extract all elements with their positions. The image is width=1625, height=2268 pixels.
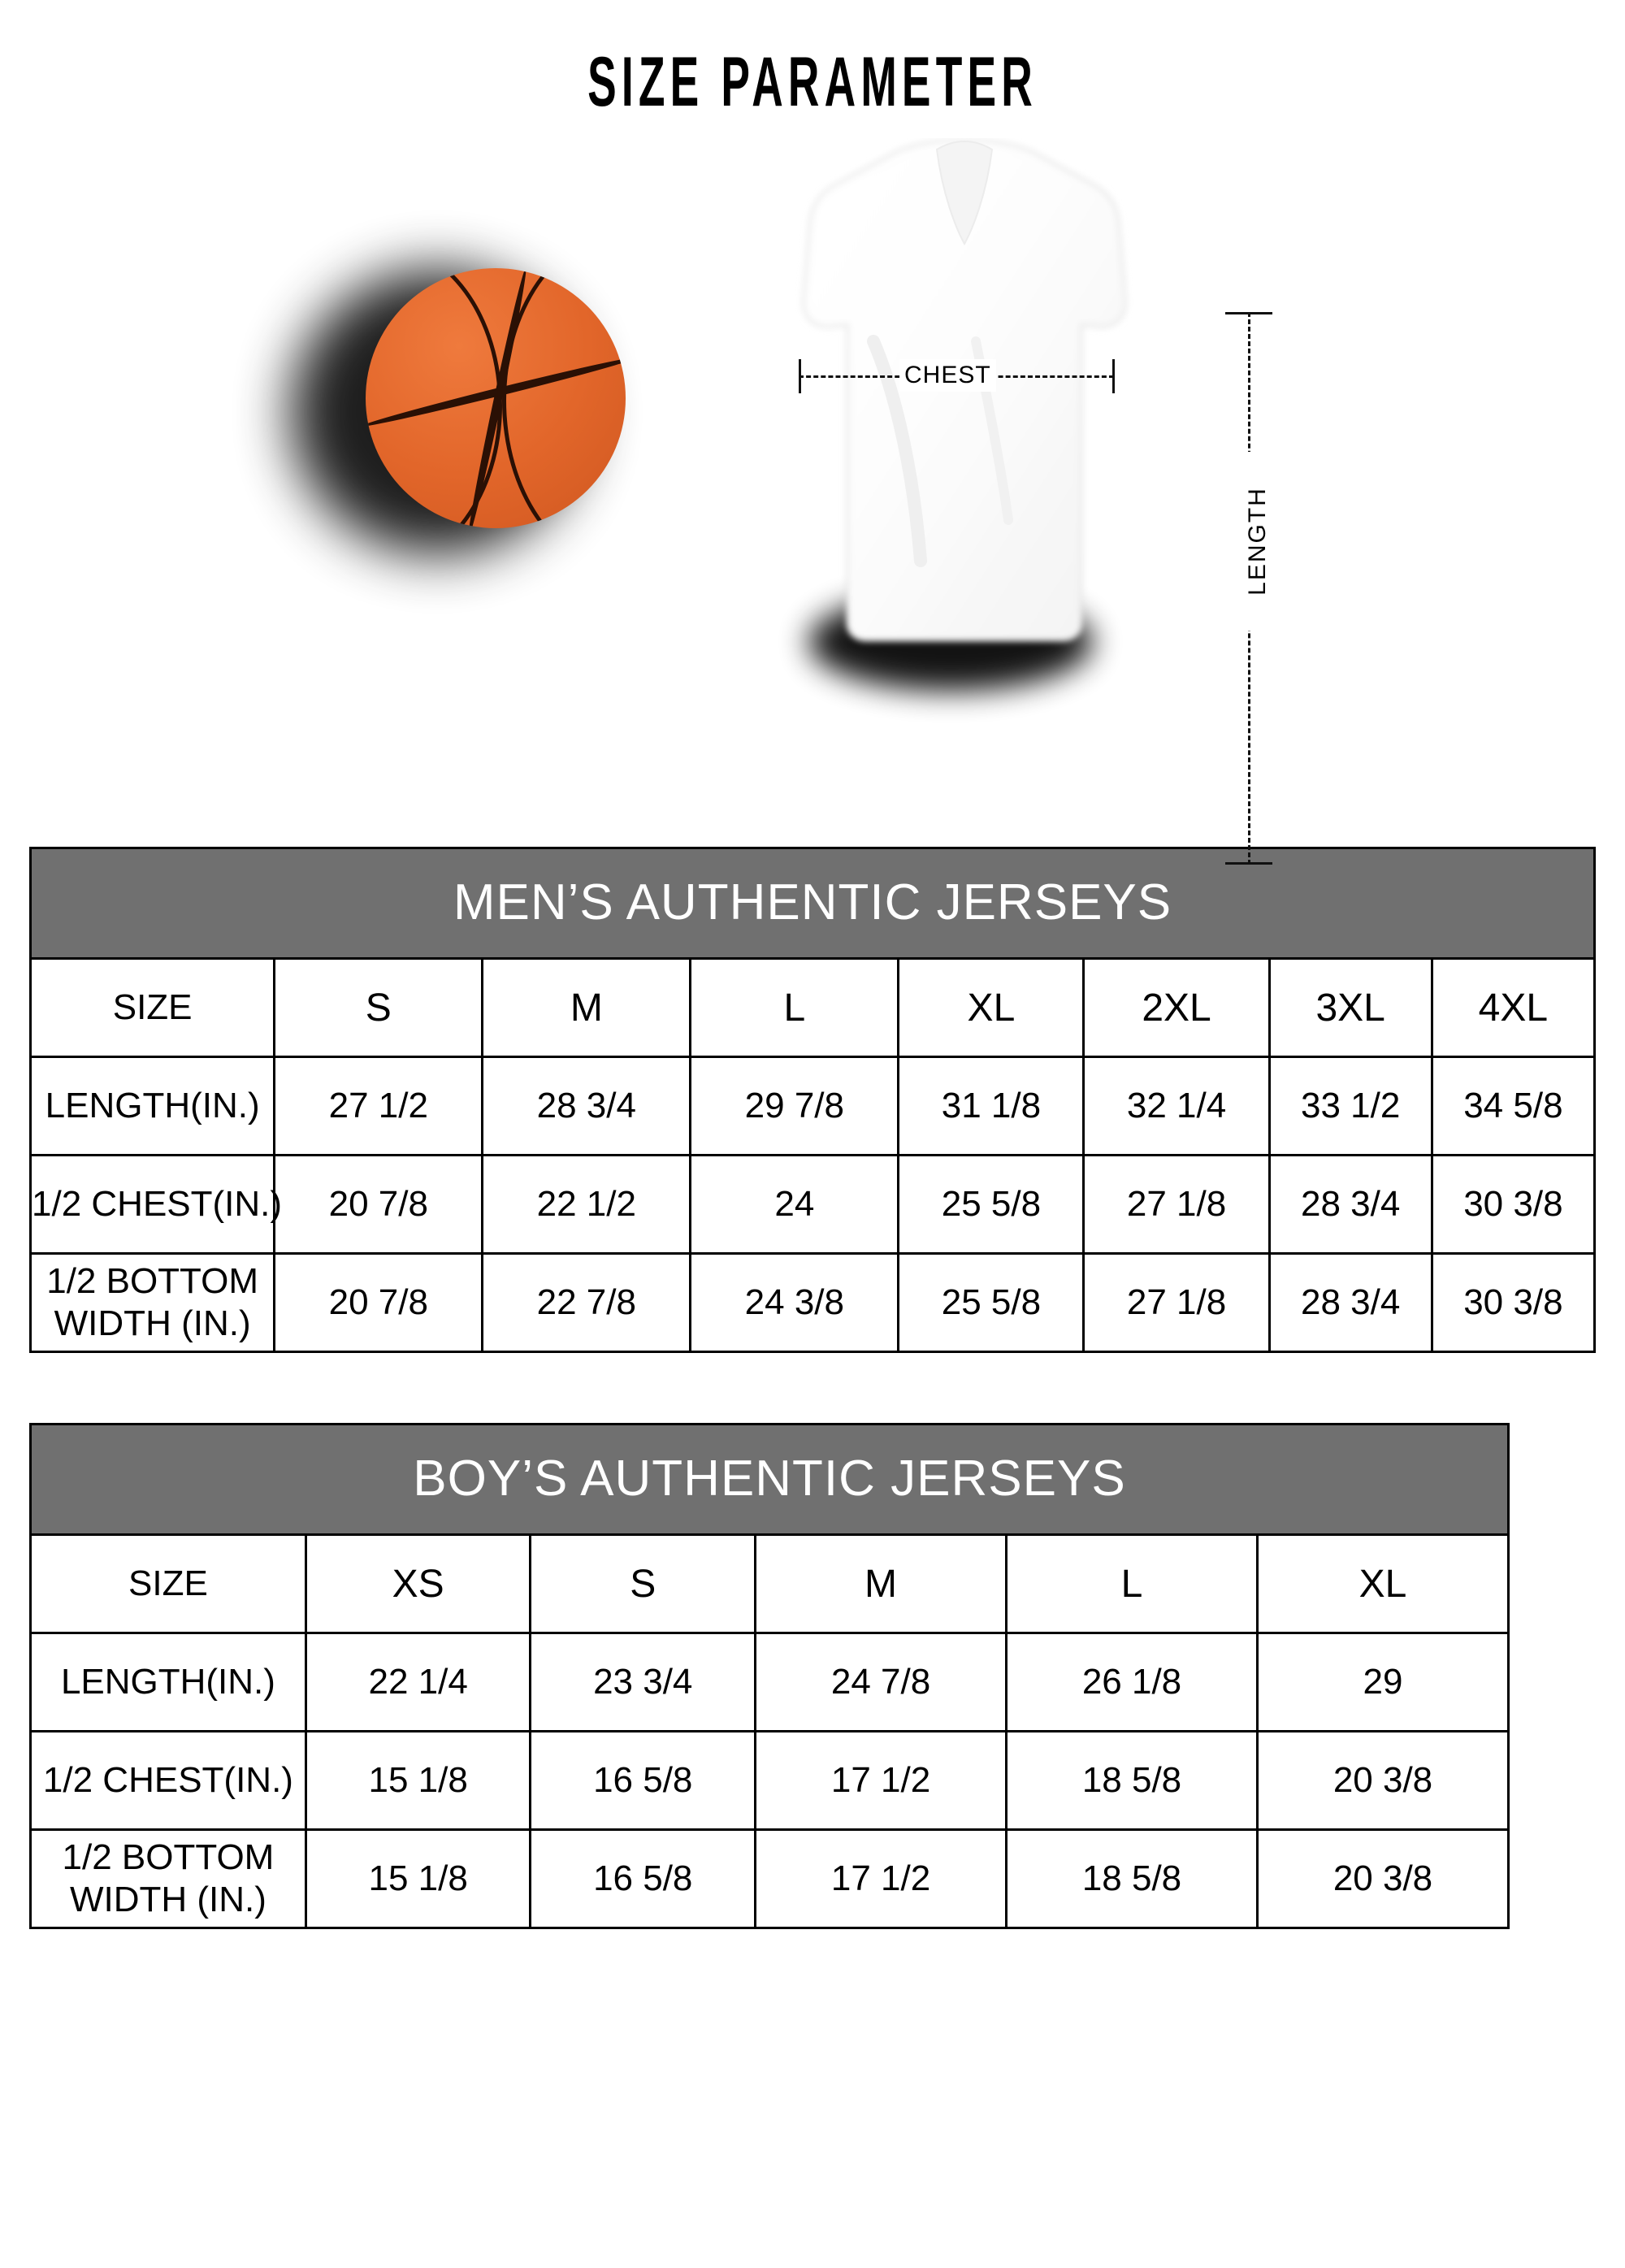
cell-bottom-3xl: 28 3/4 (1268, 1252, 1433, 1353)
row-label-half-bottom-width: 1/2 BOTTOM WIDTH (IN.) (28, 1252, 276, 1353)
row-label-half-chest: 1/2 CHEST(IN.) (29, 1730, 307, 1831)
chest-label: CHEST (899, 359, 996, 392)
cell-length-xl: 31 1/8 (897, 1056, 1086, 1156)
table-row: 1/2 CHEST(IN.) 15 1/8 16 5/8 17 1/2 18 5… (29, 1730, 1510, 1831)
boys-size-table: SIZE XS S M L XL LENGTH(IN.) 22 1/4 23 3… (29, 1533, 1510, 1929)
jersey-outline (802, 138, 1127, 642)
mens-size-table: SIZE S M L XL 2XL 3XL 4XL LENGTH(IN.) 27… (28, 957, 1597, 1353)
column-header-m: M (481, 957, 692, 1058)
cell-chest-xs: 15 1/8 (304, 1730, 532, 1831)
table-row: 1/2 CHEST(IN.) 20 7/8 22 1/2 24 25 5/8 2… (28, 1154, 1597, 1255)
cell-length-m: 24 7/8 (754, 1632, 1008, 1732)
mens-table-title: MEN’S AUTHENTIC JERSEYS (29, 847, 1596, 957)
cell-length-4xl: 34 5/8 (1430, 1056, 1597, 1156)
basketball-icon (291, 254, 634, 562)
row-label-half-bottom-width: 1/2 BOTTOM WIDTH (IN.) (29, 1828, 307, 1929)
cell-length-m: 28 3/4 (481, 1056, 692, 1156)
column-header-4xl: 4XL (1430, 957, 1597, 1058)
cell-chest-4xl: 30 3/8 (1430, 1154, 1597, 1255)
cell-chest-l: 18 5/8 (1005, 1730, 1259, 1831)
illustration-band: CHEST LENGTH (0, 132, 1625, 865)
length-label: LENGTH (1242, 452, 1274, 631)
cell-bottom-xl: 25 5/8 (897, 1252, 1086, 1353)
jersey-icon: CHEST (776, 138, 1166, 723)
column-header-2xl: 2XL (1082, 957, 1271, 1058)
cell-bottom-m: 17 1/2 (754, 1828, 1008, 1929)
boys-size-table-block: BOY’S AUTHENTIC JERSEYS SIZE XS S M L XL… (29, 1423, 1510, 1929)
table-row: 1/2 BOTTOM WIDTH (IN.) 20 7/8 22 7/8 24 … (28, 1252, 1597, 1353)
table-header-row: SIZE S M L XL 2XL 3XL 4XL (28, 957, 1597, 1058)
cell-chest-m: 22 1/2 (481, 1154, 692, 1255)
cell-chest-s: 20 7/8 (273, 1154, 484, 1255)
cell-bottom-m: 22 7/8 (481, 1252, 692, 1353)
column-header-xl: XL (1255, 1533, 1510, 1634)
column-header-l: L (689, 957, 900, 1058)
table-row: 1/2 BOTTOM WIDTH (IN.) 15 1/8 16 5/8 17 … (29, 1828, 1510, 1929)
cell-bottom-s: 16 5/8 (529, 1828, 757, 1929)
row-label-line-2: WIDTH (IN.) (69, 1880, 266, 1919)
mens-size-table-block: MEN’S AUTHENTIC JERSEYS SIZE S M L XL 2X… (28, 847, 1597, 1353)
row-label-line-1: 1/2 BOTTOM (62, 1837, 275, 1878)
cell-chest-l: 24 (689, 1154, 900, 1255)
table-header-row: SIZE XS S M L XL (29, 1533, 1510, 1634)
column-header-m: M (754, 1533, 1008, 1634)
cell-length-xs: 22 1/4 (304, 1632, 532, 1732)
cell-chest-xl: 20 3/8 (1255, 1730, 1510, 1831)
cell-chest-3xl: 28 3/4 (1268, 1154, 1433, 1255)
row-label-length: LENGTH(IN.) (29, 1632, 307, 1732)
column-header-s: S (273, 957, 484, 1058)
column-header-3xl: 3XL (1268, 957, 1433, 1058)
cell-bottom-xl: 20 3/8 (1255, 1828, 1510, 1929)
length-dimension-tick-bottom (1225, 862, 1272, 865)
page-title: SIZE PARAMETER (587, 43, 1038, 121)
row-label-half-chest: 1/2 CHEST(IN.) (28, 1154, 282, 1255)
boys-table-title: BOY’S AUTHENTIC JERSEYS (29, 1423, 1510, 1533)
cell-length-3xl: 33 1/2 (1268, 1056, 1433, 1156)
column-header-l: L (1005, 1533, 1259, 1634)
column-header-size: SIZE (28, 957, 276, 1058)
cell-bottom-4xl: 30 3/8 (1430, 1252, 1597, 1353)
cell-chest-2xl: 27 1/8 (1082, 1154, 1271, 1255)
row-label-line-1: 1/2 BOTTOM (46, 1261, 259, 1302)
cell-bottom-s: 20 7/8 (273, 1252, 484, 1353)
length-dimension: LENGTH (1219, 312, 1316, 865)
table-row: LENGTH(IN.) 22 1/4 23 3/4 24 7/8 26 1/8 … (29, 1632, 1510, 1732)
cell-length-l: 26 1/8 (1005, 1632, 1259, 1732)
cell-chest-xl: 25 5/8 (897, 1154, 1086, 1255)
cell-length-l: 29 7/8 (689, 1056, 900, 1156)
row-label-line-2: WIDTH (IN.) (54, 1303, 251, 1343)
column-header-size: SIZE (29, 1533, 307, 1634)
basketball-seam-curve-left (366, 268, 502, 528)
column-header-xl: XL (897, 957, 1086, 1058)
cell-length-s: 27 1/2 (273, 1056, 484, 1156)
cell-bottom-l: 18 5/8 (1005, 1828, 1259, 1929)
row-label-length: LENGTH(IN.) (28, 1056, 276, 1156)
basketball-seam-curve-right (502, 268, 626, 528)
column-header-s: S (529, 1533, 757, 1634)
cell-bottom-2xl: 27 1/8 (1082, 1252, 1271, 1353)
cell-bottom-xs: 15 1/8 (304, 1828, 532, 1929)
cell-bottom-l: 24 3/8 (689, 1252, 900, 1353)
table-row: LENGTH(IN.) 27 1/2 28 3/4 29 7/8 31 1/8 … (28, 1056, 1597, 1156)
cell-length-s: 23 3/4 (529, 1632, 757, 1732)
cell-length-xl: 29 (1255, 1632, 1510, 1732)
column-header-xs: XS (304, 1533, 532, 1634)
cell-chest-s: 16 5/8 (529, 1730, 757, 1831)
cell-length-2xl: 32 1/4 (1082, 1056, 1271, 1156)
cell-chest-m: 17 1/2 (754, 1730, 1008, 1831)
basketball-body (366, 268, 626, 528)
